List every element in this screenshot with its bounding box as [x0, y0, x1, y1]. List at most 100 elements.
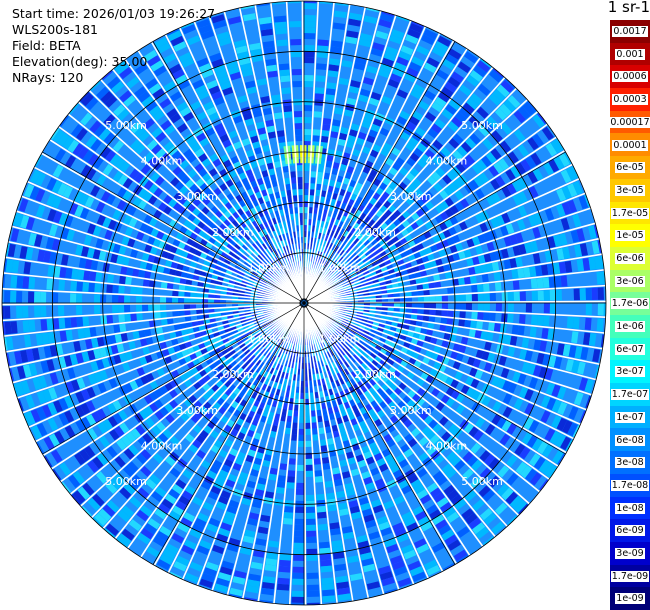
range-gate-cell	[160, 311, 167, 319]
range-gate-cell	[199, 369, 207, 378]
range-gate-cell	[208, 303, 215, 308]
range-gate-cell	[369, 378, 377, 387]
range-gate-cell	[405, 291, 412, 297]
range-gate-cell	[330, 368, 336, 376]
range-gate-cell	[204, 366, 212, 374]
range-gate-cell	[390, 73, 402, 83]
nrays-label: NRays: 120	[12, 70, 84, 85]
range-gate-cell	[199, 63, 212, 73]
range-gate-cell	[468, 426, 479, 438]
range-gate-cell	[268, 540, 279, 548]
range-gate-cell	[300, 392, 304, 399]
range-gate-cell	[342, 471, 351, 479]
range-gate-cell	[340, 215, 347, 223]
range-gate-cell	[375, 30, 389, 40]
range-gate-cell	[317, 165, 325, 173]
range-gate-cell	[130, 121, 142, 134]
range-gate-cell	[264, 335, 271, 342]
range-gate-cell	[255, 265, 262, 272]
range-gate-cell	[410, 89, 422, 100]
range-gate-cell	[239, 342, 246, 349]
range-gate-cell	[528, 214, 538, 227]
range-gate-cell	[352, 423, 361, 432]
range-gate-cell	[304, 21, 316, 28]
range-gate-cell	[560, 169, 572, 184]
range-gate-cell	[364, 366, 372, 374]
range-gate-cell	[409, 152, 420, 162]
range-gate-cell	[529, 472, 542, 486]
range-gate-cell	[82, 482, 95, 496]
range-gate-cell	[332, 332, 338, 339]
range-gate-cell	[111, 81, 125, 94]
range-gate-cell	[245, 454, 254, 463]
range-gate-cell	[242, 325, 250, 330]
range-gate-cell	[483, 293, 490, 302]
range-gate-cell	[512, 194, 523, 206]
range-gate-cell	[287, 342, 291, 349]
range-gate-cell	[126, 76, 140, 89]
range-gate-cell	[164, 124, 176, 136]
range-gate-cell	[240, 333, 247, 339]
range-gate-cell	[354, 319, 362, 324]
range-gate-cell	[387, 307, 394, 312]
range-gate-cell	[341, 60, 353, 68]
range-gate-cell	[334, 321, 341, 326]
range-gate-cell	[363, 476, 373, 485]
range-gate-cell	[329, 335, 335, 342]
range-gate-cell	[259, 223, 266, 231]
range-gate-cell	[230, 326, 237, 331]
range-gate-cell	[237, 451, 246, 460]
range-gate-cell	[320, 245, 325, 253]
range-gate-cell	[180, 517, 193, 528]
range-gate-cell	[427, 128, 439, 139]
range-gate-cell	[259, 252, 266, 259]
range-gate-cell	[52, 164, 64, 178]
range-gate-cell	[210, 430, 219, 439]
range-gate-cell	[151, 491, 163, 502]
range-gate-cell	[368, 386, 376, 395]
range-gate-cell	[358, 204, 366, 212]
range-gate-cell	[381, 375, 389, 383]
range-gate-cell	[484, 341, 492, 351]
range-gate-cell	[441, 108, 454, 120]
range-gate-cell	[328, 375, 335, 383]
ray-gap	[307, 304, 575, 440]
range-gate-cell	[257, 327, 264, 333]
range-gate-cell	[304, 225, 308, 232]
range-gate-cell	[339, 163, 348, 172]
range-gate-cell	[372, 338, 379, 345]
range-gate-cell	[214, 123, 225, 132]
range-gate-cell	[488, 93, 502, 106]
range-gate-cell	[251, 338, 258, 345]
range-gate-cell	[175, 351, 184, 360]
range-gate-cell	[276, 39, 288, 47]
range-gate-cell	[274, 328, 280, 335]
range-gate-cell	[426, 504, 438, 515]
range-gate-cell	[339, 228, 346, 235]
range-gate-cell	[226, 356, 235, 364]
range-gate-cell	[268, 246, 274, 253]
range-gate-cell	[58, 213, 68, 226]
range-gate-cell	[192, 326, 200, 333]
range-gate-cell	[502, 393, 513, 405]
range-gate-cell	[213, 64, 226, 74]
range-gate-cell	[521, 432, 533, 445]
range-gate-cell	[346, 265, 353, 271]
range-gate-cell	[186, 253, 194, 260]
range-gate-cell	[357, 459, 367, 468]
range-gate-cell	[328, 363, 334, 370]
range-gate-cell	[269, 367, 275, 375]
range-gate-cell	[299, 416, 304, 423]
range-ring-label: 5.00km	[461, 475, 503, 488]
range-gate-cell	[210, 223, 219, 232]
range-gate-cell	[214, 312, 221, 318]
range-gate-cell	[317, 523, 328, 531]
range-gate-cell	[381, 303, 388, 307]
range-gate-cell	[321, 130, 330, 137]
range-gate-cell	[542, 315, 550, 327]
range-gate-cell	[488, 457, 500, 470]
range-gate-cell	[346, 256, 353, 263]
range-gate-cell	[147, 518, 161, 530]
ray-gap	[22, 303, 301, 414]
range-gate-cell	[167, 30, 182, 41]
